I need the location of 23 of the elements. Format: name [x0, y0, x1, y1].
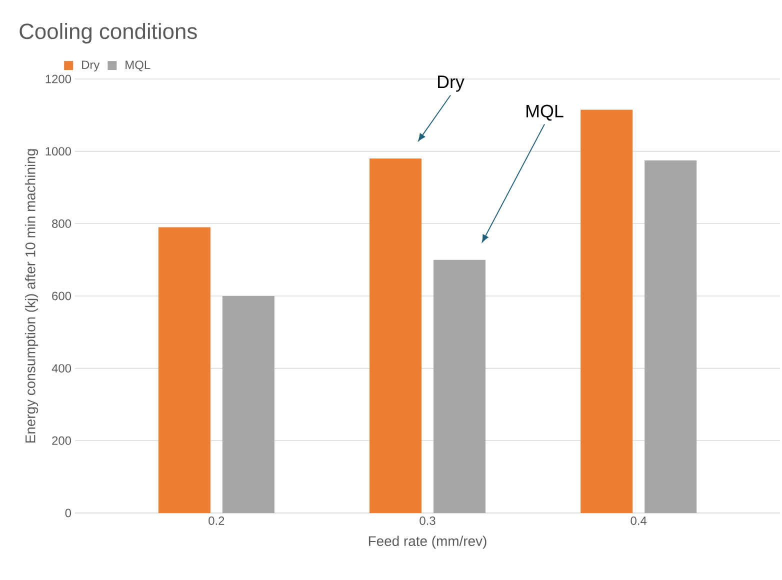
bar [644, 160, 697, 513]
y-tick-label: 800 [52, 219, 72, 228]
annotation: MQL [526, 104, 564, 121]
x-tick-label: 0.3 [420, 516, 436, 525]
x-tick-label: 0.4 [630, 516, 647, 525]
bar [580, 110, 633, 513]
bar [158, 227, 210, 513]
bar [222, 296, 274, 513]
y-tick-label: 1000 [46, 147, 72, 156]
x-axis-title: Feed rate (mm/rev) [368, 536, 486, 549]
annotation: Dry [438, 76, 464, 92]
x-tick-label: 0.2 [208, 516, 224, 525]
bar [370, 158, 422, 513]
y-tick-label: 400 [52, 364, 72, 373]
y-tick-label: 200 [52, 436, 72, 445]
y-axis-title: Energy consumption (kj) after 10 min machining [25, 149, 38, 443]
y-tick-label: 1200 [46, 74, 72, 84]
y-tick-label: 600 [52, 292, 72, 300]
legend-label: MQL [126, 60, 150, 72]
chart-title: Cooling conditions [20, 23, 197, 44]
bar [434, 260, 486, 513]
y-tick-label: 0 [65, 508, 72, 518]
legend-label: Dry [82, 60, 100, 72]
